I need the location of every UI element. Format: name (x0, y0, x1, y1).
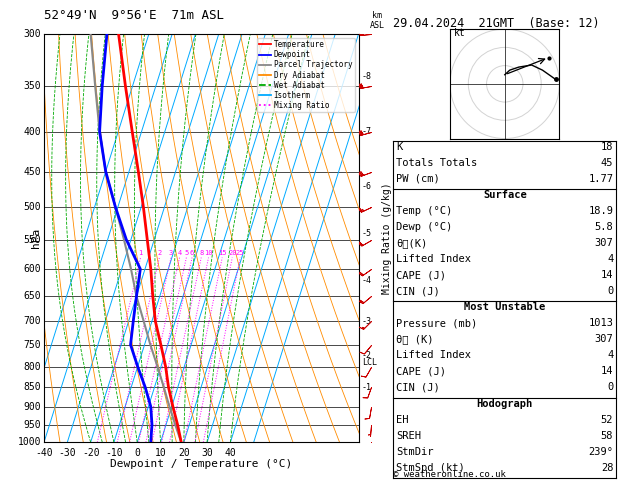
Text: Dewp (°C): Dewp (°C) (396, 222, 452, 232)
Text: 350: 350 (23, 81, 41, 91)
Text: 30: 30 (201, 449, 213, 458)
Text: 4: 4 (607, 254, 613, 264)
Text: 1000: 1000 (18, 437, 41, 447)
Text: SREH: SREH (396, 431, 421, 441)
Text: Pressure (mb): Pressure (mb) (396, 318, 477, 329)
Text: 239°: 239° (588, 447, 613, 457)
Text: 29.04.2024  21GMT  (Base: 12): 29.04.2024 21GMT (Base: 12) (393, 17, 599, 30)
Text: 6: 6 (190, 249, 194, 256)
Text: -3: -3 (362, 317, 372, 326)
Text: 800: 800 (23, 362, 41, 372)
Text: 4: 4 (177, 249, 182, 256)
Text: 25: 25 (236, 249, 245, 256)
Text: 307: 307 (594, 334, 613, 345)
Text: 1.77: 1.77 (588, 174, 613, 184)
Text: 900: 900 (23, 401, 41, 412)
Text: 20: 20 (178, 449, 190, 458)
Y-axis label: hPa: hPa (31, 228, 42, 248)
Text: Temp (°C): Temp (°C) (396, 206, 452, 216)
Text: 700: 700 (23, 316, 41, 326)
Text: 850: 850 (23, 382, 41, 392)
Text: StmSpd (kt): StmSpd (kt) (396, 463, 465, 473)
Text: θᴄ (K): θᴄ (K) (396, 334, 434, 345)
Text: -30: -30 (58, 449, 76, 458)
Text: 20: 20 (228, 249, 237, 256)
Text: Lifted Index: Lifted Index (396, 350, 471, 361)
Text: -5: -5 (362, 229, 372, 238)
Text: 0: 0 (607, 286, 613, 296)
Text: -1: -1 (362, 382, 372, 392)
Text: 40: 40 (225, 449, 237, 458)
Text: 500: 500 (23, 202, 41, 212)
Text: 58: 58 (601, 431, 613, 441)
Text: -2: -2 (362, 351, 372, 360)
Text: 45: 45 (601, 158, 613, 168)
Text: 750: 750 (23, 340, 41, 350)
Text: 650: 650 (23, 291, 41, 301)
Text: km
ASL: km ASL (370, 11, 385, 30)
Text: 18: 18 (601, 142, 613, 152)
Text: -8: -8 (362, 72, 372, 81)
Text: 15: 15 (218, 249, 226, 256)
Text: Surface: Surface (483, 190, 526, 200)
Text: 3: 3 (169, 249, 173, 256)
Text: 18.9: 18.9 (588, 206, 613, 216)
Text: 52: 52 (601, 415, 613, 425)
Text: -20: -20 (82, 449, 99, 458)
Text: 400: 400 (23, 126, 41, 137)
Text: -7: -7 (362, 127, 372, 136)
Text: CAPE (J): CAPE (J) (396, 270, 446, 280)
Text: 600: 600 (23, 264, 41, 274)
Text: -6: -6 (362, 182, 372, 191)
Text: 5: 5 (184, 249, 189, 256)
Text: 300: 300 (23, 29, 41, 39)
Text: 550: 550 (23, 235, 41, 244)
Text: 950: 950 (23, 420, 41, 430)
Text: LCL: LCL (362, 358, 377, 367)
Text: © weatheronline.co.uk: © weatheronline.co.uk (393, 469, 506, 479)
Text: 5.8: 5.8 (594, 222, 613, 232)
Text: CAPE (J): CAPE (J) (396, 366, 446, 377)
Text: 0: 0 (607, 382, 613, 393)
Legend: Temperature, Dewpoint, Parcel Trajectory, Dry Adiabat, Wet Adiabat, Isotherm, Mi: Temperature, Dewpoint, Parcel Trajectory… (257, 38, 355, 112)
Text: 2: 2 (157, 249, 162, 256)
Text: -40: -40 (35, 449, 53, 458)
Text: 0: 0 (134, 449, 140, 458)
Text: 28: 28 (601, 463, 613, 473)
Text: 307: 307 (594, 238, 613, 248)
Text: EH: EH (396, 415, 409, 425)
Text: K: K (396, 142, 403, 152)
Text: 1013: 1013 (588, 318, 613, 329)
Text: Hodograph: Hodograph (477, 399, 533, 409)
Text: 4: 4 (607, 350, 613, 361)
Text: CIN (J): CIN (J) (396, 382, 440, 393)
Text: 52°49'N  9°56'E  71m ASL: 52°49'N 9°56'E 71m ASL (44, 9, 224, 22)
Text: 14: 14 (601, 366, 613, 377)
Text: Most Unstable: Most Unstable (464, 302, 545, 312)
Text: kt: kt (454, 29, 465, 38)
Text: PW (cm): PW (cm) (396, 174, 440, 184)
Text: -10: -10 (105, 449, 123, 458)
Text: Mixing Ratio (g/kg): Mixing Ratio (g/kg) (382, 182, 392, 294)
Text: 450: 450 (23, 167, 41, 176)
Text: StmDir: StmDir (396, 447, 434, 457)
Text: CIN (J): CIN (J) (396, 286, 440, 296)
Text: 14: 14 (601, 270, 613, 280)
Text: -4: -4 (362, 276, 372, 285)
X-axis label: Dewpoint / Temperature (°C): Dewpoint / Temperature (°C) (110, 459, 292, 469)
Text: θᴄ(K): θᴄ(K) (396, 238, 428, 248)
Text: 1: 1 (138, 249, 143, 256)
Text: 10: 10 (204, 249, 213, 256)
Text: Totals Totals: Totals Totals (396, 158, 477, 168)
Text: 10: 10 (155, 449, 167, 458)
Text: Lifted Index: Lifted Index (396, 254, 471, 264)
Text: 8: 8 (199, 249, 203, 256)
